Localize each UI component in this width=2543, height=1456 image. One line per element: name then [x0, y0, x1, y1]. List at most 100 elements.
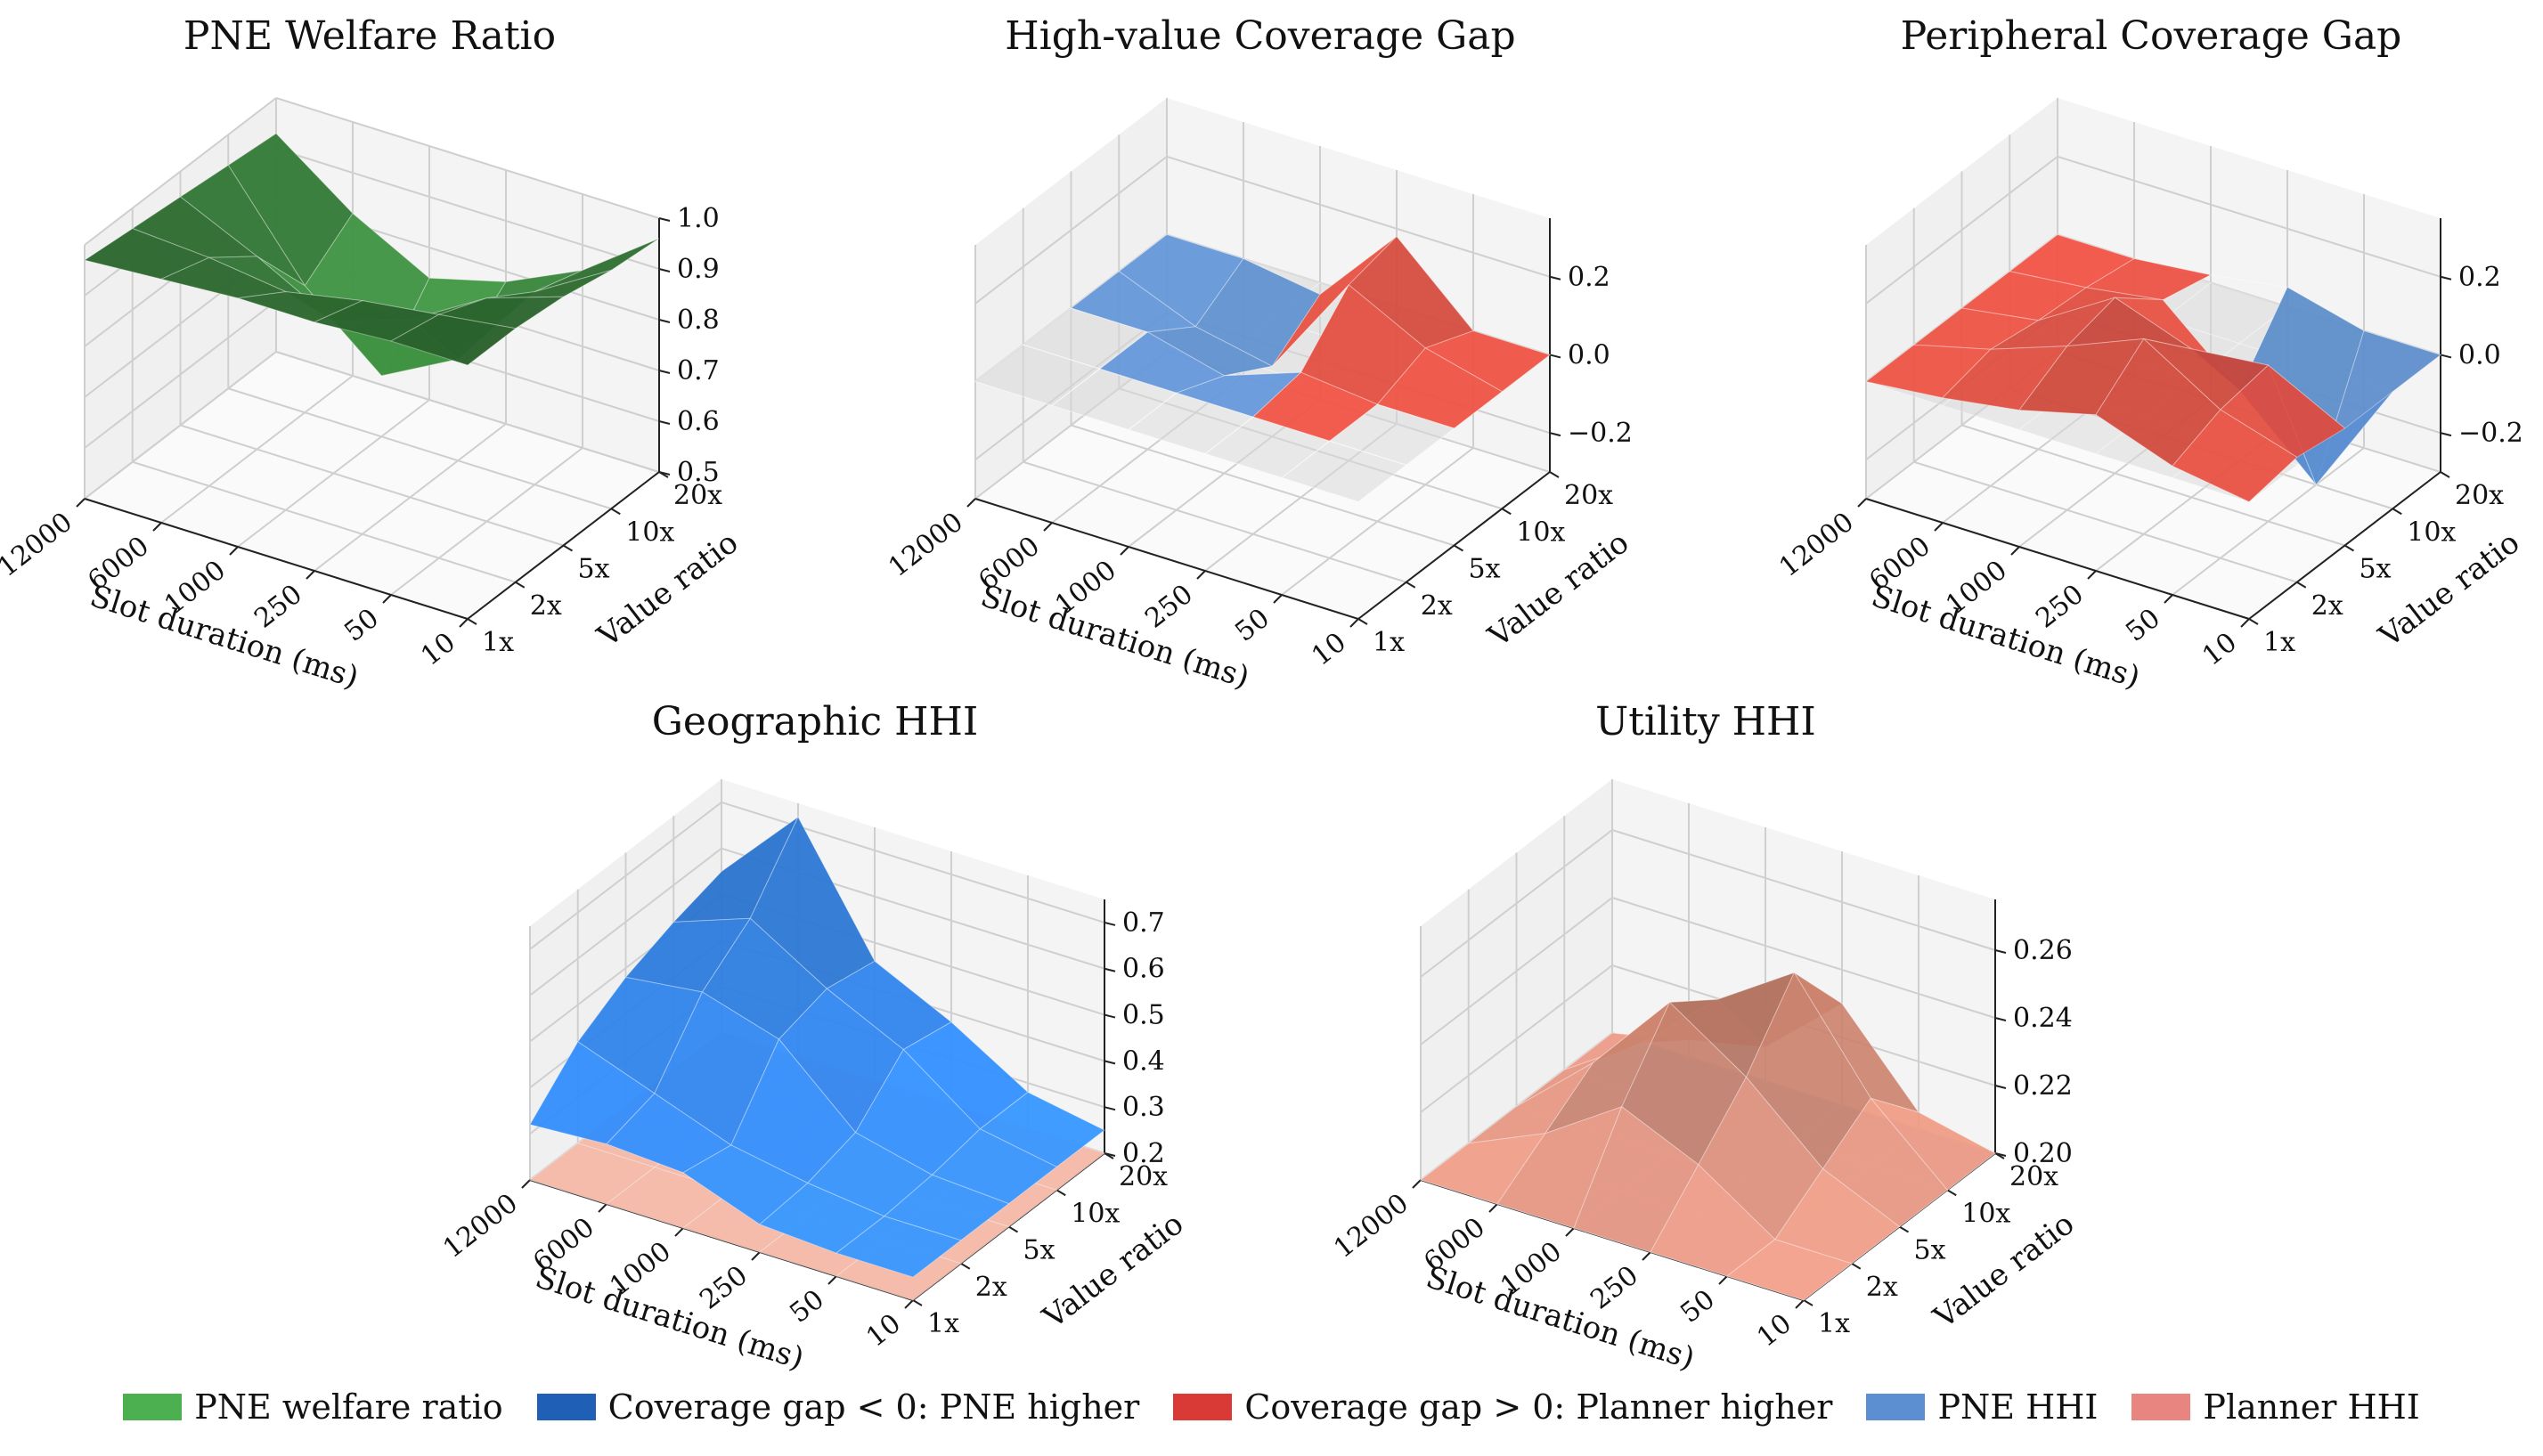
z-tick — [1994, 1085, 2007, 1089]
x-tick — [1043, 522, 1053, 532]
x-tick — [1795, 1299, 1805, 1309]
surface — [1864, 233, 2442, 503]
z-tick — [2440, 354, 2452, 359]
x-tick-label: 10 — [860, 1308, 907, 1354]
surface-face-gap — [1328, 403, 1455, 466]
x-tick — [1934, 522, 1944, 532]
x-tick-label: 250 — [1585, 1260, 1644, 1316]
gridline — [84, 300, 277, 449]
z-tick-label: 0.0 — [2458, 339, 2501, 370]
axis-line — [1865, 498, 2250, 620]
legend-swatch — [2131, 1394, 2191, 1420]
z-tick — [1104, 921, 1116, 926]
y-tick — [1549, 471, 1560, 478]
y-tick — [1104, 1152, 1114, 1159]
gridline — [1611, 829, 1996, 951]
surface-face-gap — [2172, 409, 2298, 503]
x-tick-label: 250 — [694, 1260, 754, 1316]
y-tick — [1994, 1152, 2005, 1159]
y-tick-label: 20x — [673, 480, 722, 511]
x-tick — [598, 1203, 607, 1213]
gridline — [1913, 460, 2298, 583]
legend-item: PNE HHI — [1866, 1387, 2098, 1427]
z-tick — [1549, 432, 1561, 437]
legend-item: Coverage gap > 0: Planner higher — [1173, 1387, 1832, 1427]
legend: PNE welfare ratio Coverage gap < 0: PNE … — [0, 1376, 2543, 1438]
z-tick — [658, 268, 671, 272]
gridline — [1166, 155, 1551, 278]
y-tick-label: 20x — [2009, 1161, 2058, 1192]
y-tick — [2248, 618, 2259, 625]
surface — [974, 233, 1552, 503]
surface-face-welfare — [486, 269, 612, 299]
z-tick-label: 0.5 — [1122, 1000, 1165, 1031]
x-tick-label: 250 — [2030, 579, 2090, 635]
x-tick-label: 12000 — [1328, 1188, 1414, 1265]
panel-title: High-value Coverage Gap — [1005, 13, 1515, 59]
y-tick-label: 10x — [2407, 517, 2456, 548]
panel-title: Peripheral Coverage Gap — [1901, 13, 2402, 59]
legend-label: PNE HHI — [1937, 1387, 2099, 1427]
legend-item: PNE welfare ratio — [123, 1387, 503, 1427]
z-tick — [1104, 1013, 1116, 1019]
y-tick — [1851, 1262, 1862, 1270]
x-tick-label: 250 — [1139, 579, 1199, 635]
gridline — [721, 801, 1105, 923]
z-tick — [2440, 275, 2452, 281]
surface — [528, 815, 1106, 1301]
x-tick — [1349, 618, 1359, 628]
x-tick — [1196, 570, 1206, 580]
gridline — [84, 97, 277, 246]
legend-swatch — [1866, 1394, 1926, 1420]
surface-face-gap — [1280, 440, 1407, 503]
gridline — [275, 97, 660, 219]
gridline — [2057, 233, 2441, 356]
x-tick — [1857, 498, 1867, 508]
surface-face-gap — [1127, 392, 1254, 455]
y-tick — [912, 1299, 923, 1306]
z-tick — [1549, 354, 1561, 359]
gridline — [974, 233, 1168, 383]
z-tick-label: 0.22 — [2013, 1070, 2073, 1102]
figure: PNE Welfare Ratio 0.5 0.6 0.7 0.8 0.9 1.0 1200… — [0, 13, 2526, 1376]
surface-face-gap — [1424, 329, 1552, 393]
gridline — [227, 387, 612, 510]
gridline — [1071, 424, 1455, 547]
y-tick — [1501, 508, 1512, 516]
z-tick-label: 0.2 — [1568, 262, 1610, 293]
surface-face-gap — [1376, 347, 1504, 429]
y-tick — [960, 1262, 971, 1270]
z-tick-label: 0.2 — [1122, 1138, 1165, 1169]
y-tick-label: 1x — [1818, 1308, 1850, 1339]
z-tick-label: 0.6 — [1122, 954, 1165, 985]
x-tick-label: 50 — [338, 603, 385, 648]
y-tick-label: 5x — [1469, 554, 1501, 585]
panel-title: Geographic HHI — [652, 699, 978, 744]
y-tick — [1946, 1189, 1957, 1197]
z-tick — [1104, 1106, 1116, 1111]
x-tick-label: 12000 — [437, 1188, 524, 1265]
gridline — [1865, 233, 2058, 383]
gridline — [1420, 964, 1613, 1113]
panel-title: Utility HHI — [1595, 699, 1816, 744]
y-tick — [2343, 544, 2355, 552]
x-tick — [1412, 1179, 1422, 1189]
z-tick-label: 1.0 — [677, 203, 720, 234]
legend-label: Planner HHI — [2203, 1387, 2420, 1427]
y-tick-label: 5x — [1023, 1235, 1056, 1266]
x-tick — [1120, 546, 1129, 556]
x-tick-label: 12000 — [0, 507, 78, 583]
x-tick-label: 10 — [415, 627, 461, 672]
y-tick — [1007, 1225, 1019, 1233]
z-tick-label: 0.7 — [1122, 907, 1165, 939]
x-tick — [229, 546, 239, 556]
z-tick — [658, 370, 671, 374]
z-tick-label: 0.20 — [2013, 1138, 2073, 1169]
legend-label: PNE welfare ratio — [194, 1387, 503, 1427]
x-tick-label: 12000 — [1773, 507, 1860, 583]
z-tick-label: 0.6 — [677, 406, 720, 437]
z-tick-label: 0.26 — [2013, 935, 2073, 966]
gridline — [1023, 460, 1407, 583]
x-tick — [1718, 1275, 1728, 1285]
